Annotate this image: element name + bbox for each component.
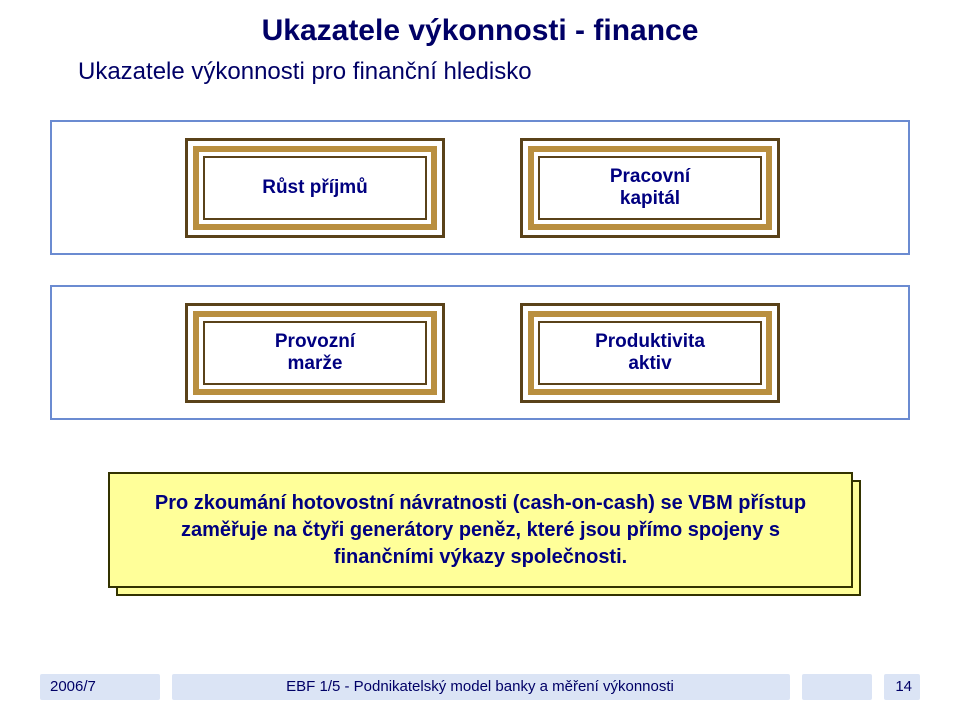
indicator-label-line: Provozní bbox=[275, 331, 355, 352]
indicator-box-revenue-growth: Růst příjmů bbox=[185, 138, 445, 238]
callout-front: Pro zkoumání hotovostní návratnosti (cas… bbox=[108, 472, 853, 588]
row-outline-bottom bbox=[50, 285, 910, 420]
indicator-label-line: aktiv bbox=[628, 353, 671, 374]
callout-text: Pro zkoumání hotovostní návratnosti (cas… bbox=[146, 490, 815, 571]
indicator-box-operating-margin: Provozní marže bbox=[185, 303, 445, 403]
indicator-label-line: marže bbox=[288, 353, 343, 374]
indicator-label-line: Pracovní bbox=[610, 166, 690, 187]
indicator-box-asset-productivity: Produktivita aktiv bbox=[520, 303, 780, 403]
indicator-box-working-capital: Pracovní kapitál bbox=[520, 138, 780, 238]
slide-subtitle: Ukazatele výkonnosti pro finanční hledis… bbox=[78, 58, 532, 86]
indicator-label-line: Růst příjmů bbox=[262, 177, 368, 198]
indicator-label-line: Produktivita bbox=[595, 331, 705, 352]
indicator-label: Produktivita aktiv bbox=[591, 331, 709, 375]
row-outline-top bbox=[50, 120, 910, 255]
indicator-label-line: kapitál bbox=[620, 188, 680, 209]
indicator-label: Růst příjmů bbox=[258, 177, 372, 199]
footer-page-number: 14 bbox=[895, 678, 912, 695]
bevel-frame-icon: Pracovní kapitál bbox=[538, 156, 762, 220]
footer-title: EBF 1/5 - Podnikatelský model banky a mě… bbox=[40, 678, 920, 695]
slide-title: Ukazatele výkonnosti - finance bbox=[0, 14, 960, 48]
indicator-label: Pracovní kapitál bbox=[606, 166, 694, 210]
bevel-frame-icon: Provozní marže bbox=[203, 321, 427, 385]
bevel-frame-icon: Růst příjmů bbox=[203, 156, 427, 220]
footer-bar: 2006/7 EBF 1/5 - Podnikatelský model ban… bbox=[40, 674, 920, 700]
callout-box: Pro zkoumání hotovostní návratnosti (cas… bbox=[108, 472, 853, 588]
indicator-label: Provozní marže bbox=[271, 331, 359, 375]
slide: Ukazatele výkonnosti - finance Ukazatele… bbox=[0, 0, 960, 718]
bevel-frame-icon: Produktivita aktiv bbox=[538, 321, 762, 385]
